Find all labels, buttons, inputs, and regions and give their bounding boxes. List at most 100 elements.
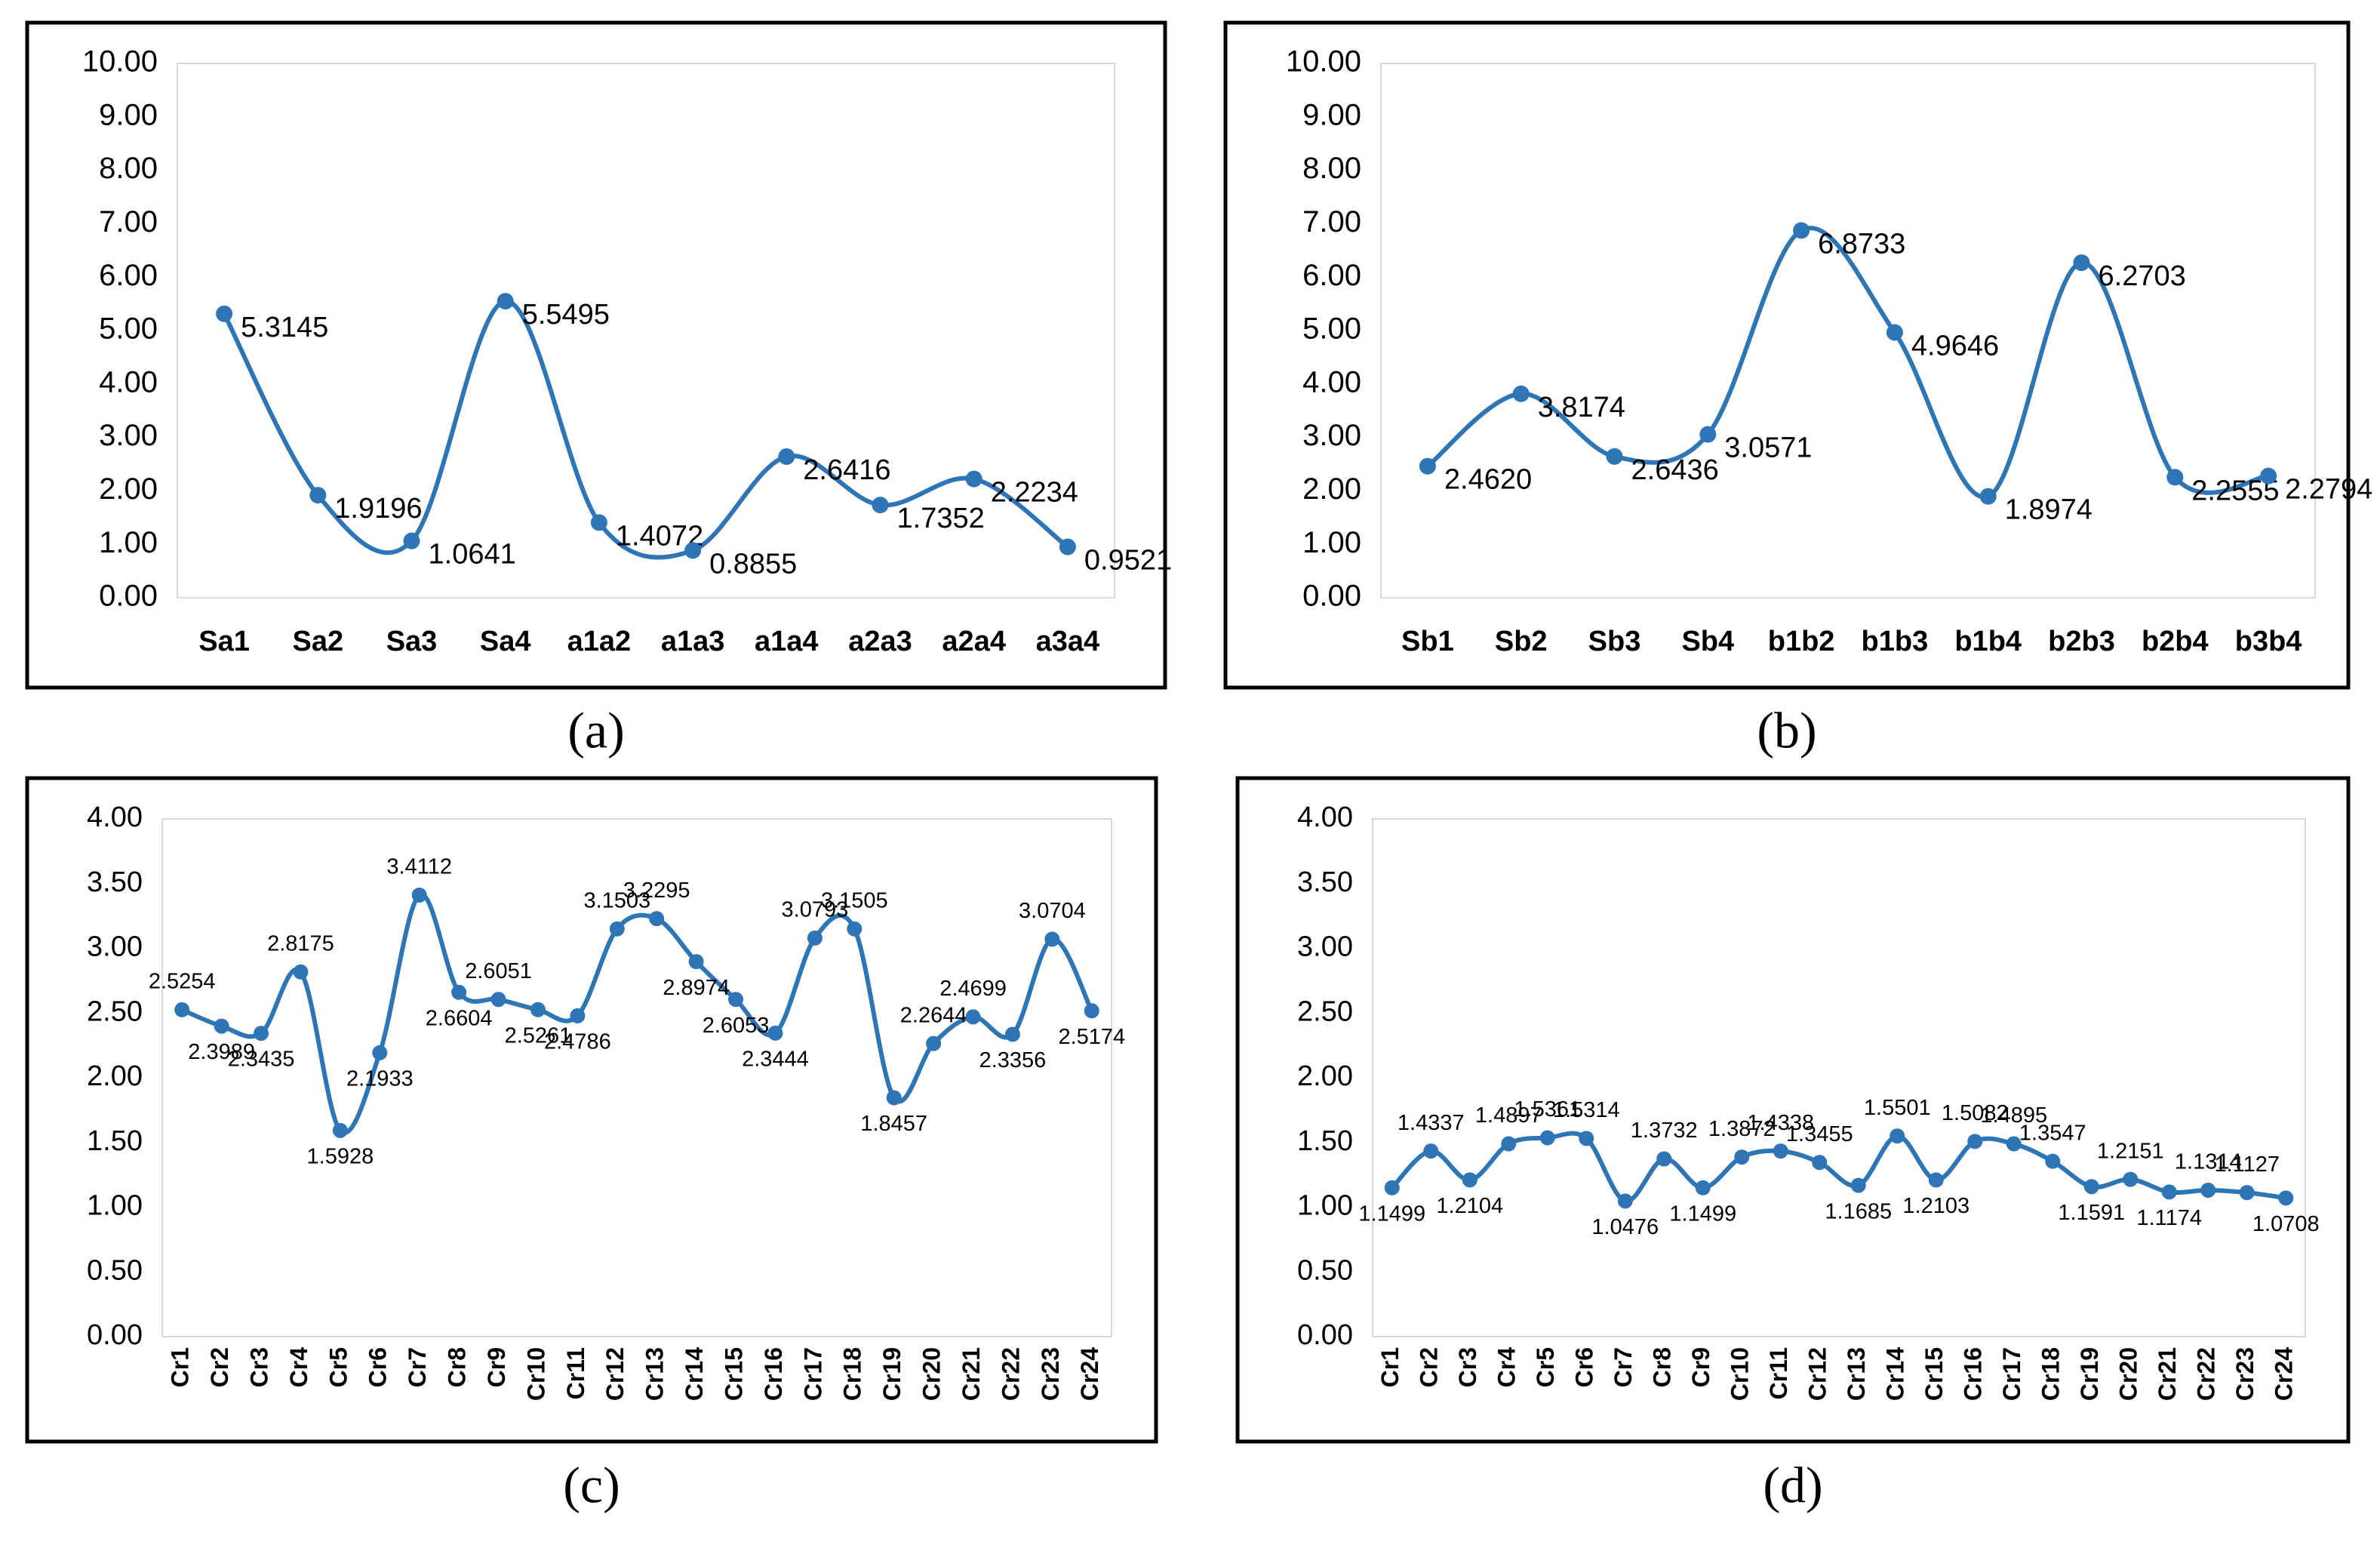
data-point <box>1512 385 1530 402</box>
x-tick-label: Cr19 <box>878 1347 906 1401</box>
panel-frame <box>25 776 1158 1444</box>
data-label: 1.1499 <box>1669 1202 1736 1226</box>
x-tick-label: Cr6 <box>364 1347 392 1387</box>
x-tick-label: Cr22 <box>997 1347 1024 1401</box>
data-point <box>872 497 889 514</box>
x-tick-label: a2a4 <box>942 626 1006 657</box>
data-point <box>1539 1130 1555 1146</box>
x-tick-label: Cr1 <box>1376 1347 1404 1387</box>
x-tick-label: Cr7 <box>404 1347 431 1387</box>
data-label: 3.4112 <box>386 855 452 879</box>
x-tick-label: Cr8 <box>1649 1347 1676 1387</box>
panel-frame <box>25 20 1167 690</box>
x-tick-label: b1b2 <box>1768 626 1835 657</box>
y-tick-label: 0.00 <box>1302 580 1361 613</box>
x-tick-label: Sb3 <box>1588 626 1641 657</box>
data-label: 2.2234 <box>991 477 1078 509</box>
y-tick-label: 3.00 <box>1302 419 1361 452</box>
data-point <box>2123 1171 2139 1187</box>
x-tick-label: Cr17 <box>799 1347 826 1401</box>
y-tick-label: 10.00 <box>1286 45 1361 78</box>
data-point <box>2239 1185 2255 1201</box>
data-label: 2.4620 <box>1444 464 1532 496</box>
data-point <box>965 470 982 488</box>
data-label: 3.8174 <box>1538 392 1625 423</box>
y-tick-label: 3.50 <box>87 866 143 898</box>
data-point <box>1979 488 1997 505</box>
panel-frame <box>1223 20 2351 690</box>
data-point <box>1423 1143 1439 1159</box>
x-tick-label: Cr13 <box>1843 1347 1870 1401</box>
data-label: 4.9646 <box>1911 331 1999 362</box>
data-point <box>214 1018 229 1034</box>
y-tick-label: 4.00 <box>87 802 143 833</box>
x-tick-label: Cr19 <box>2076 1347 2103 1401</box>
y-tick-label: 5.00 <box>1302 312 1361 346</box>
data-label: 2.8974 <box>663 976 730 1000</box>
data-label: 3.1503 <box>583 888 650 912</box>
x-tick-label: Cr21 <box>2154 1347 2181 1401</box>
x-tick-label: Cr20 <box>918 1347 946 1401</box>
data-label: 3.0793 <box>782 898 849 922</box>
data-label: 1.8974 <box>2005 494 2092 526</box>
data-point <box>1734 1149 1750 1165</box>
plot-area <box>161 818 1112 1337</box>
x-tick-label: b1b3 <box>1862 626 1929 657</box>
data-label: 3.0571 <box>1724 432 1812 464</box>
x-tick-label: Cr9 <box>1687 1347 1714 1387</box>
y-tick-label: 7.00 <box>1302 205 1361 238</box>
data-point <box>497 293 514 310</box>
data-point <box>684 542 702 559</box>
data-label: 1.0641 <box>429 539 516 571</box>
data-label: 2.6436 <box>1631 454 1719 486</box>
x-tick-label: a1a2 <box>567 626 632 657</box>
plot-area <box>177 63 1115 599</box>
y-tick-label: 0.00 <box>1297 1319 1353 1351</box>
data-label: 2.6604 <box>426 1006 493 1030</box>
data-label: 1.0708 <box>2252 1212 2320 1236</box>
data-label: 2.3356 <box>979 1048 1047 1072</box>
x-tick-label: Cr22 <box>2193 1347 2220 1401</box>
y-tick-label: 1.50 <box>87 1125 143 1157</box>
data-point <box>1793 222 1810 239</box>
data-label: 1.1685 <box>1825 1199 1892 1223</box>
data-point <box>2073 254 2090 272</box>
data-label: 1.4895 <box>1980 1103 2047 1128</box>
data-label: 1.5082 <box>1942 1101 2009 1125</box>
data-point <box>1695 1180 1711 1196</box>
data-point <box>1928 1172 1944 1188</box>
data-point <box>293 964 309 980</box>
data-label: 2.3444 <box>742 1048 809 1072</box>
y-tick-label: 10.00 <box>82 45 158 78</box>
data-point <box>778 448 795 465</box>
x-tick-label: b3b4 <box>2235 626 2302 657</box>
y-tick-label: 1.00 <box>87 1190 143 1222</box>
x-tick-label: Cr11 <box>562 1347 589 1399</box>
data-point <box>332 1122 348 1138</box>
data-label: 1.1591 <box>2058 1201 2125 1225</box>
x-tick-label: Sb4 <box>1681 626 1734 657</box>
x-tick-label: Sa2 <box>292 626 343 657</box>
data-point <box>1419 457 1436 475</box>
data-label: 2.5254 <box>149 970 216 994</box>
y-tick-label: 9.00 <box>1302 98 1361 131</box>
data-label: 1.3872 <box>1708 1117 1776 1141</box>
x-tick-label: Cr14 <box>681 1347 708 1401</box>
data-point <box>1579 1131 1594 1146</box>
x-tick-label: Sb2 <box>1495 626 1548 657</box>
chart-panel: (d) 0.00 0.50 1.00 1.50 2.00 2.50 3.00 3.50 4.00 C… <box>1235 776 2351 1514</box>
x-tick-label: Cr2 <box>206 1347 233 1387</box>
x-tick-label: Cr1 <box>167 1347 194 1387</box>
x-tick-label: Cr7 <box>1610 1347 1637 1387</box>
y-tick-label: 6.00 <box>1302 259 1361 292</box>
y-tick-label: 4.00 <box>99 365 158 399</box>
x-tick-label: Cr12 <box>601 1347 629 1401</box>
x-tick-label: Cr8 <box>444 1347 471 1387</box>
data-label: 2.2794 <box>2285 474 2372 506</box>
x-tick-label: Sa3 <box>386 626 438 657</box>
data-label: 1.9196 <box>334 493 422 525</box>
x-tick-label: Cr5 <box>1532 1347 1559 1387</box>
y-tick-label: 1.50 <box>1297 1125 1353 1157</box>
y-tick-label: 2.50 <box>1297 995 1353 1027</box>
x-tick-label: Sa4 <box>480 626 531 657</box>
